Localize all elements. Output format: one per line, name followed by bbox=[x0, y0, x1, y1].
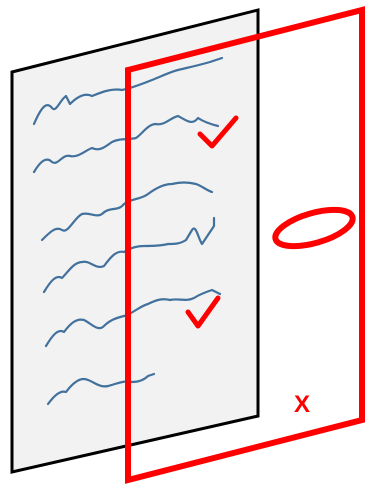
overlay-sheet bbox=[125, 6, 365, 484]
x-mark-label: X bbox=[294, 391, 310, 418]
handwriting-line-1 bbox=[32, 56, 224, 126]
handwriting-lines bbox=[32, 56, 224, 406]
handwriting-line-5 bbox=[44, 288, 222, 348]
check-mark-icon bbox=[185, 295, 221, 329]
handwriting-line-6 bbox=[46, 372, 156, 406]
handwriting-line-2 bbox=[32, 114, 220, 174]
handwriting-line-3 bbox=[40, 181, 214, 242]
check-marks bbox=[185, 115, 239, 329]
handwriting-line-4 bbox=[42, 216, 216, 294]
check-mark-icon bbox=[197, 115, 239, 149]
circle-annotation bbox=[272, 206, 356, 250]
document-sheet bbox=[10, 8, 260, 474]
